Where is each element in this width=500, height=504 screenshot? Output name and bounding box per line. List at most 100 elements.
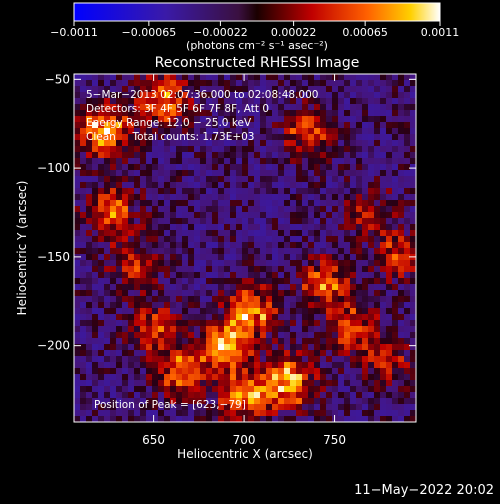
- heatmap-cell: [86, 188, 92, 194]
- heatmap-cell: [320, 194, 326, 200]
- heatmap-cell: [338, 314, 344, 320]
- heatmap-cell: [170, 320, 176, 326]
- heatmap-cell: [188, 302, 194, 308]
- heatmap-cell: [296, 290, 302, 296]
- heatmap-cell: [104, 398, 110, 404]
- heatmap-cell: [200, 278, 206, 284]
- heatmap-cell: [86, 326, 92, 332]
- heatmap-cell: [392, 140, 398, 146]
- heatmap-cell: [164, 182, 170, 188]
- heatmap-cell: [344, 362, 350, 368]
- heatmap-cell: [236, 296, 242, 302]
- heatmap-cell: [236, 320, 242, 326]
- heatmap-cell: [80, 80, 86, 86]
- heatmap-cell: [284, 224, 290, 230]
- heatmap-cell: [356, 386, 362, 392]
- heatmap-cell: [368, 92, 374, 98]
- heatmap-cell: [158, 92, 164, 98]
- heatmap-cell: [170, 110, 176, 116]
- heatmap-cell: [224, 74, 230, 80]
- heatmap-cell: [74, 128, 80, 134]
- heatmap-cell: [152, 386, 158, 392]
- heatmap-cell: [236, 254, 242, 260]
- heatmap-cell: [266, 212, 272, 218]
- heatmap-cell: [362, 98, 368, 104]
- heatmap-cell: [350, 278, 356, 284]
- heatmap-cell: [248, 320, 254, 326]
- heatmap-cell: [302, 410, 308, 416]
- heatmap-cell: [392, 146, 398, 152]
- heatmap-cell: [290, 200, 296, 206]
- heatmap-cell: [194, 236, 200, 242]
- heatmap-cell: [410, 212, 416, 218]
- heatmap-cell: [200, 242, 206, 248]
- heatmap-cell: [362, 278, 368, 284]
- heatmap-cell: [134, 392, 140, 398]
- heatmap-cell: [86, 296, 92, 302]
- heatmap-cell: [206, 344, 212, 350]
- heatmap-cell: [380, 386, 386, 392]
- heatmap-cell: [122, 338, 128, 344]
- heatmap-cell: [332, 218, 338, 224]
- heatmap-cell: [362, 134, 368, 140]
- heatmap-cell: [344, 110, 350, 116]
- heatmap-cell: [386, 80, 392, 86]
- heatmap-cell: [242, 230, 248, 236]
- heatmap-cell: [344, 284, 350, 290]
- heatmap-cell: [74, 290, 80, 296]
- heatmap-cell: [332, 248, 338, 254]
- heatmap-cell: [140, 92, 146, 98]
- heatmap-cell: [200, 392, 206, 398]
- heatmap-cell: [374, 398, 380, 404]
- heatmap-cell: [236, 164, 242, 170]
- heatmap-cell: [152, 290, 158, 296]
- heatmap-cell: [152, 338, 158, 344]
- heatmap-cell: [320, 170, 326, 176]
- heatmap-cell: [344, 170, 350, 176]
- heatmap-cell: [326, 380, 332, 386]
- heatmap-cell: [248, 350, 254, 356]
- heatmap-cell: [176, 236, 182, 242]
- heatmap-cell: [212, 128, 218, 134]
- heatmap-cell: [368, 278, 374, 284]
- heatmap-cell: [326, 146, 332, 152]
- heatmap-cell: [260, 350, 266, 356]
- heatmap-cell: [230, 188, 236, 194]
- heatmap-cell: [368, 254, 374, 260]
- heatmap-cell: [302, 218, 308, 224]
- heatmap-cell: [200, 188, 206, 194]
- heatmap-cell: [344, 134, 350, 140]
- heatmap-cell: [152, 170, 158, 176]
- heatmap-cell: [266, 194, 272, 200]
- heatmap-cell: [302, 314, 308, 320]
- heatmap-cell: [104, 320, 110, 326]
- heatmap-cell: [332, 266, 338, 272]
- heatmap-cell: [212, 296, 218, 302]
- heatmap-cell: [290, 236, 296, 242]
- heatmap-cell: [164, 260, 170, 266]
- heatmap-cell: [164, 392, 170, 398]
- heatmap-cell: [356, 392, 362, 398]
- heatmap-cell: [308, 188, 314, 194]
- heatmap-cell: [350, 74, 356, 80]
- heatmap-cell: [326, 212, 332, 218]
- heatmap-cell: [206, 290, 212, 296]
- heatmap-cell: [314, 92, 320, 98]
- heatmap-cell: [410, 158, 416, 164]
- heatmap-cell: [320, 146, 326, 152]
- heatmap-cell: [212, 398, 218, 404]
- heatmap-cell: [314, 122, 320, 128]
- heatmap-cell: [338, 104, 344, 110]
- heatmap-cell: [314, 140, 320, 146]
- heatmap-cell: [338, 158, 344, 164]
- heatmap-cell: [104, 188, 110, 194]
- heatmap-cell: [92, 308, 98, 314]
- heatmap-cell: [368, 386, 374, 392]
- heatmap-cell: [140, 212, 146, 218]
- heatmap-cell: [200, 218, 206, 224]
- heatmap-cell: [320, 302, 326, 308]
- y-tick-label: −50: [45, 72, 70, 86]
- heatmap-cell: [122, 308, 128, 314]
- heatmap-cell: [104, 404, 110, 410]
- heatmap-cell: [86, 356, 92, 362]
